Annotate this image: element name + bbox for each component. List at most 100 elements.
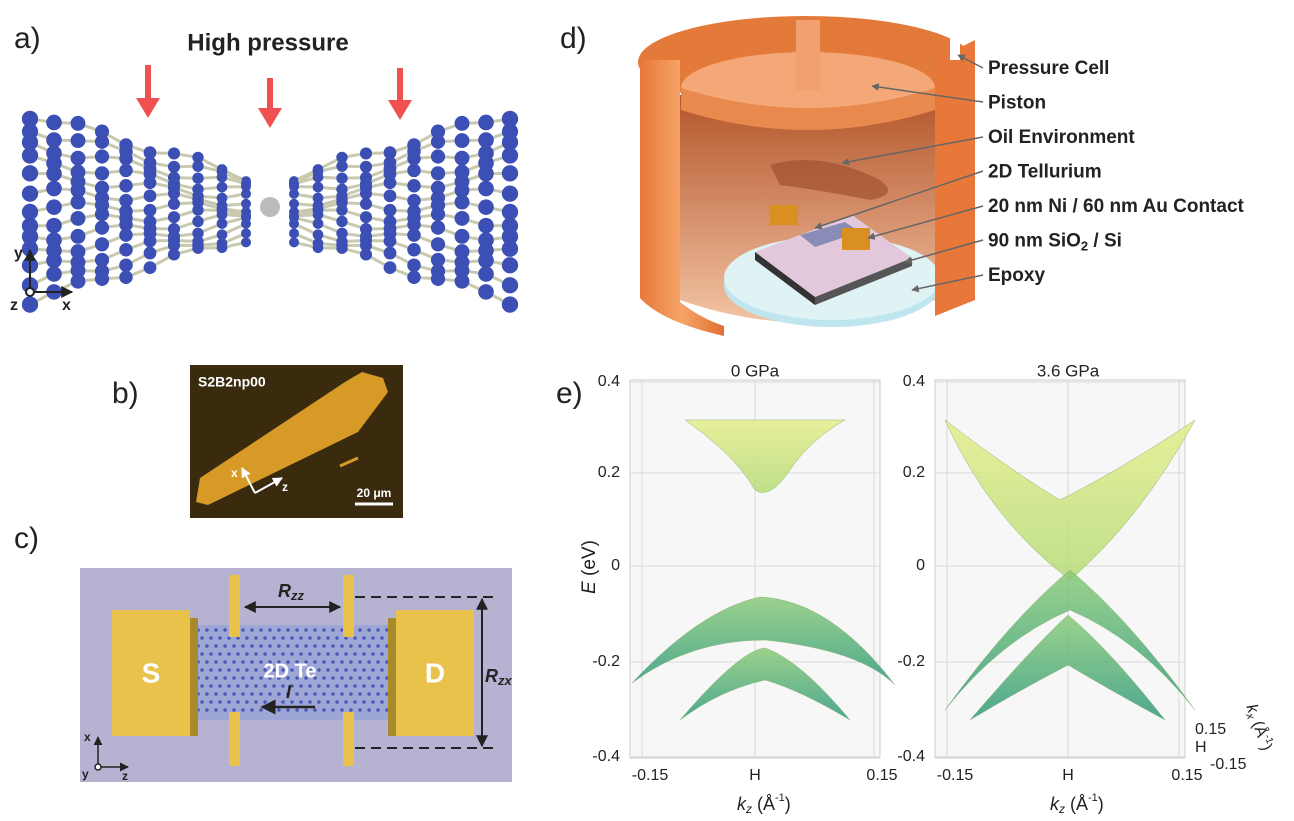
te-atom [335, 668, 339, 672]
atom [144, 261, 157, 274]
atom [144, 235, 157, 248]
label-part: ) [785, 794, 791, 814]
te-atom [227, 700, 231, 704]
y-tick-label: 0.2 [903, 464, 925, 481]
te-atom [362, 668, 366, 672]
te-atom [281, 700, 285, 704]
te-atom [200, 668, 204, 672]
te-atom [209, 684, 213, 688]
atom [22, 185, 38, 201]
te-atom [322, 692, 326, 696]
y-tick-label: -0.4 [897, 748, 925, 765]
te-atom [349, 644, 353, 648]
te-atom [205, 676, 209, 680]
chain-bond [30, 233, 246, 285]
scale-bar-label: 20 μm [357, 486, 392, 500]
te-atom [200, 652, 204, 656]
atom [46, 181, 62, 197]
atom [431, 135, 445, 149]
te-atom [272, 636, 276, 640]
depth-tick-label: -0.15 [1210, 756, 1247, 773]
te-atom [376, 708, 380, 712]
te-atom [367, 692, 371, 696]
te-atom [277, 628, 281, 632]
callout: Pressure Cell [988, 58, 1109, 79]
te-atom [263, 636, 267, 640]
te-atom [272, 700, 276, 704]
te-atom [232, 708, 236, 712]
atom [144, 247, 157, 260]
atom [478, 266, 494, 282]
te-atom [218, 668, 222, 672]
te-atom [317, 636, 321, 640]
te-atom [205, 644, 209, 648]
atom [360, 211, 372, 223]
atom [119, 258, 133, 272]
atom [407, 258, 421, 272]
axis-origin [26, 288, 34, 296]
text-part: Oil Environment [988, 127, 1135, 148]
te-atom [223, 676, 227, 680]
band-plot: 0 GPa0.40.20-0.2-0.4-0.15H0.15kz (Å-1) [592, 361, 897, 816]
atom [71, 211, 86, 226]
atom [336, 172, 347, 183]
atom [289, 228, 299, 238]
te-atom [236, 684, 240, 688]
atom [407, 243, 421, 257]
piston-rod [796, 20, 820, 90]
te-atom [254, 700, 258, 704]
te-atom [214, 660, 218, 664]
arrow-head [258, 108, 282, 128]
te-atom [313, 692, 317, 696]
title: High pressure [187, 29, 348, 56]
x-axis-label: kz (Å-1) [737, 792, 791, 816]
cell-slot [950, 20, 960, 60]
te-atom [358, 644, 362, 648]
te-atom [250, 676, 254, 680]
te-atom [232, 644, 236, 648]
y-tick-label: 0.2 [598, 464, 620, 481]
text-part: 90 nm SiO [988, 231, 1081, 252]
atom [144, 189, 157, 202]
te-atom [371, 652, 375, 656]
atom [384, 261, 397, 274]
te-atom [236, 652, 240, 656]
te-atom [290, 636, 294, 640]
atom [119, 179, 133, 193]
x-tick-label: -0.15 [632, 767, 669, 784]
atom [241, 219, 251, 229]
y-tick-label: -0.2 [897, 653, 925, 670]
probe [229, 575, 240, 637]
atom [95, 237, 109, 251]
te-atom [241, 660, 245, 664]
te-atom [218, 700, 222, 704]
atom [46, 115, 62, 131]
subscript: zx [497, 673, 513, 688]
te-atom [286, 644, 290, 648]
atom [431, 272, 445, 286]
te-atom [254, 636, 258, 640]
te-atom [317, 652, 321, 656]
atom [241, 237, 251, 247]
te-atom [286, 628, 290, 632]
atom [336, 160, 347, 171]
te-atom [308, 700, 312, 704]
te-atom [322, 644, 326, 648]
atom [478, 199, 494, 215]
probe [229, 712, 240, 766]
atom [168, 211, 180, 223]
atom [455, 195, 470, 210]
te-atom [308, 636, 312, 640]
cell-wall [935, 40, 975, 316]
atom [168, 187, 180, 199]
atom [144, 176, 157, 189]
te-atom [295, 628, 299, 632]
symbol: R [278, 581, 291, 601]
te-atom [335, 700, 339, 704]
contact [842, 228, 870, 250]
axis-label: z [282, 480, 288, 494]
text-part: Pressure Cell [988, 58, 1109, 79]
atom [71, 274, 86, 289]
te-atom [376, 644, 380, 648]
atom [384, 189, 397, 202]
